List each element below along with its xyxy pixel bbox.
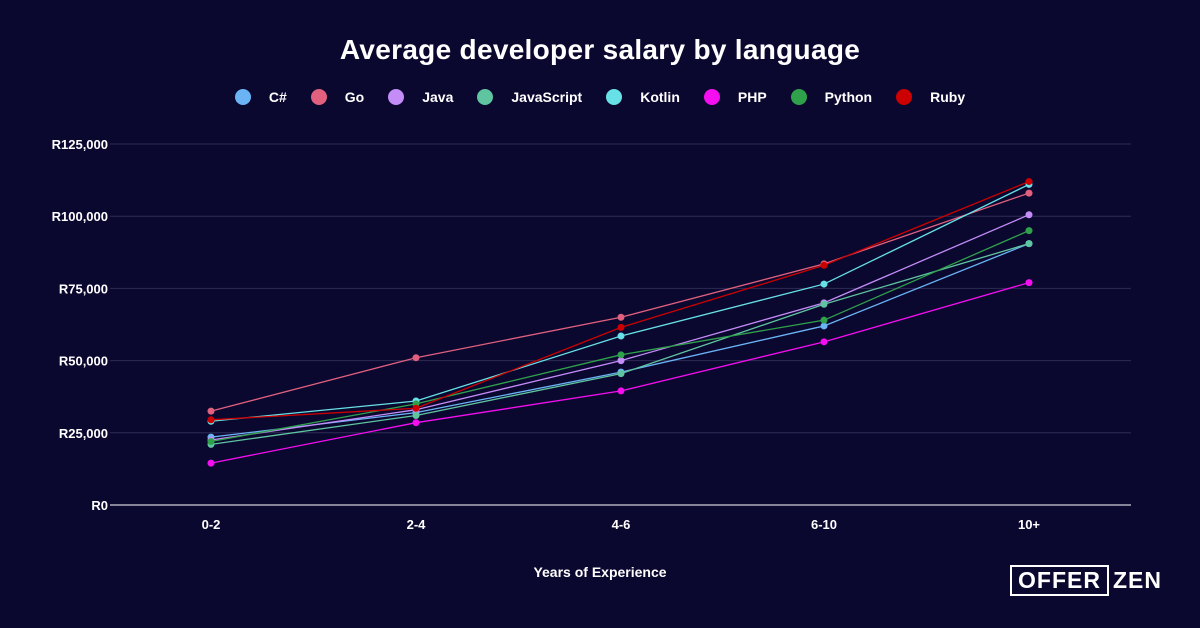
data-point-php xyxy=(617,387,625,395)
legend-label: PHP xyxy=(737,89,767,105)
data-point-python xyxy=(207,437,215,445)
data-point-ruby xyxy=(207,416,215,424)
legend-swatch xyxy=(790,89,807,105)
logo-boxed-text: OFFER xyxy=(1010,564,1109,596)
legend-item: C# xyxy=(234,89,287,105)
legend-label: Python xyxy=(824,89,873,105)
legend-item: JavaScript xyxy=(477,89,582,105)
legend-swatch xyxy=(234,89,251,105)
data-point-python xyxy=(820,316,828,324)
offerzen-logo: OFFER ZEN xyxy=(1010,564,1162,596)
legend-item: Kotlin xyxy=(606,89,680,105)
legend-swatch xyxy=(703,89,720,105)
data-point-ruby xyxy=(412,404,420,412)
data-point-java xyxy=(617,357,625,365)
data-point-php xyxy=(820,338,828,346)
data-point-php xyxy=(207,459,215,467)
legend-item: Ruby xyxy=(896,89,965,105)
legend-item: Python xyxy=(790,89,873,105)
data-point-c- xyxy=(820,322,828,330)
chart-legend: C# Go Java JavaScript Kotlin PHP Python Ruby xyxy=(0,89,1200,105)
data-point-php xyxy=(412,419,420,427)
y-tick-label: R25,000 xyxy=(59,426,108,441)
legend-swatch xyxy=(606,89,623,105)
y-tick-label: R50,000 xyxy=(59,354,108,369)
data-point-kotlin xyxy=(820,280,828,288)
y-tick-label: R0 xyxy=(91,498,108,513)
data-point-python xyxy=(1025,227,1033,235)
legend-swatch xyxy=(388,89,405,105)
data-point-javascript xyxy=(820,300,828,308)
series-line-javascript xyxy=(210,243,1030,445)
legend-label: C# xyxy=(268,89,287,105)
logo-text: ZEN xyxy=(1112,566,1162,593)
legend-label: Ruby xyxy=(930,89,966,105)
chart-title: Average developer salary by language xyxy=(339,34,861,65)
data-point-java xyxy=(1025,211,1033,219)
data-point-javascript xyxy=(617,370,625,378)
data-point-kotlin xyxy=(617,332,625,340)
legend-swatch xyxy=(896,89,913,105)
series-line-c- xyxy=(210,243,1030,438)
y-tick-label: R75,000 xyxy=(59,281,108,296)
legend-label: Kotlin xyxy=(640,89,680,105)
data-point-go xyxy=(412,354,420,362)
legend-item: Go xyxy=(310,89,365,105)
data-point-php xyxy=(1025,279,1033,287)
legend-item: PHP xyxy=(703,89,767,105)
legend-label: Go xyxy=(344,89,365,105)
x-axis-title: Years of Experience xyxy=(533,564,667,580)
data-point-go xyxy=(617,313,625,321)
x-tick-label: 2-4 xyxy=(407,517,427,532)
legend-swatch xyxy=(310,89,327,105)
x-tick-label: 4-6 xyxy=(612,517,631,532)
legend-item: Java xyxy=(388,89,453,105)
x-tick-label: 10+ xyxy=(1018,517,1040,532)
data-point-javascript xyxy=(1025,240,1033,248)
legend-label: Java xyxy=(422,89,454,105)
legend-label: JavaScript xyxy=(511,89,583,105)
y-tick-label: R125,000 xyxy=(52,137,108,152)
series-line-go xyxy=(210,192,1030,412)
legend-swatch xyxy=(477,89,494,105)
data-point-python xyxy=(617,351,625,359)
data-point-go xyxy=(207,407,215,415)
series-line-kotlin xyxy=(210,183,1030,422)
x-tick-label: 0-2 xyxy=(202,517,221,532)
data-point-ruby xyxy=(617,323,625,331)
data-point-javascript xyxy=(412,411,420,419)
data-point-go xyxy=(1025,189,1033,197)
series-line-ruby xyxy=(210,180,1030,421)
x-tick-label: 6-10 xyxy=(811,517,837,532)
data-point-ruby xyxy=(1025,178,1033,186)
y-tick-label: R100,000 xyxy=(52,209,108,224)
data-point-ruby xyxy=(820,261,828,269)
